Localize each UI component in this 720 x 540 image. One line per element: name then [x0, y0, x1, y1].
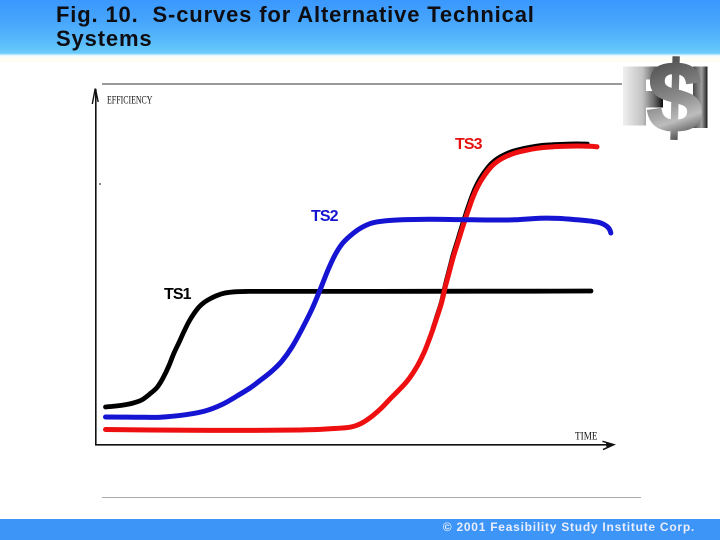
svg-text:EFFICIENCY: EFFICIENCY [107, 93, 153, 107]
svg-text:TIME: TIME [575, 429, 598, 443]
svg-text:TS3: TS3 [455, 136, 483, 153]
svg-text:$: $ [646, 45, 705, 150]
svg-text:TS1: TS1 [164, 286, 192, 303]
svg-text:TS2: TS2 [311, 208, 339, 225]
